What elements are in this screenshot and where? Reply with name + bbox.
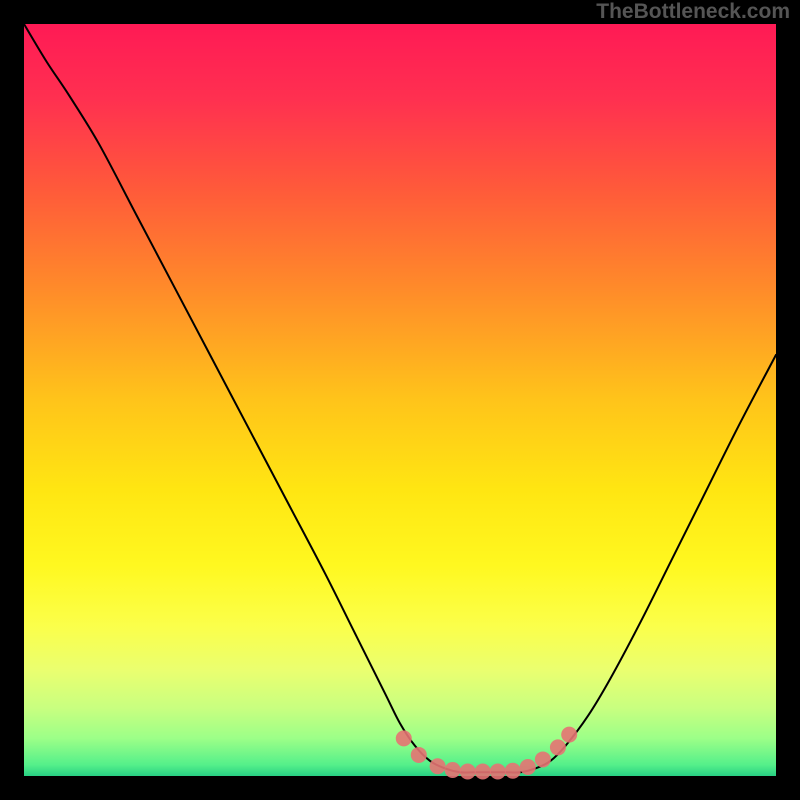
plot-background — [24, 24, 776, 776]
marker-dot — [445, 762, 461, 778]
bottleneck-chart: TheBottleneck.com — [0, 0, 800, 800]
marker-dot — [396, 730, 412, 746]
marker-dot — [561, 727, 577, 743]
marker-dot — [411, 747, 427, 763]
marker-dot — [430, 758, 446, 774]
marker-dot — [550, 739, 566, 755]
watermark-text: TheBottleneck.com — [596, 0, 790, 24]
marker-dot — [490, 763, 506, 779]
marker-dot — [475, 763, 491, 779]
marker-dot — [535, 751, 551, 767]
marker-dot — [505, 763, 521, 779]
marker-dot — [520, 759, 536, 775]
chart-svg — [0, 0, 800, 800]
marker-dot — [460, 763, 476, 779]
